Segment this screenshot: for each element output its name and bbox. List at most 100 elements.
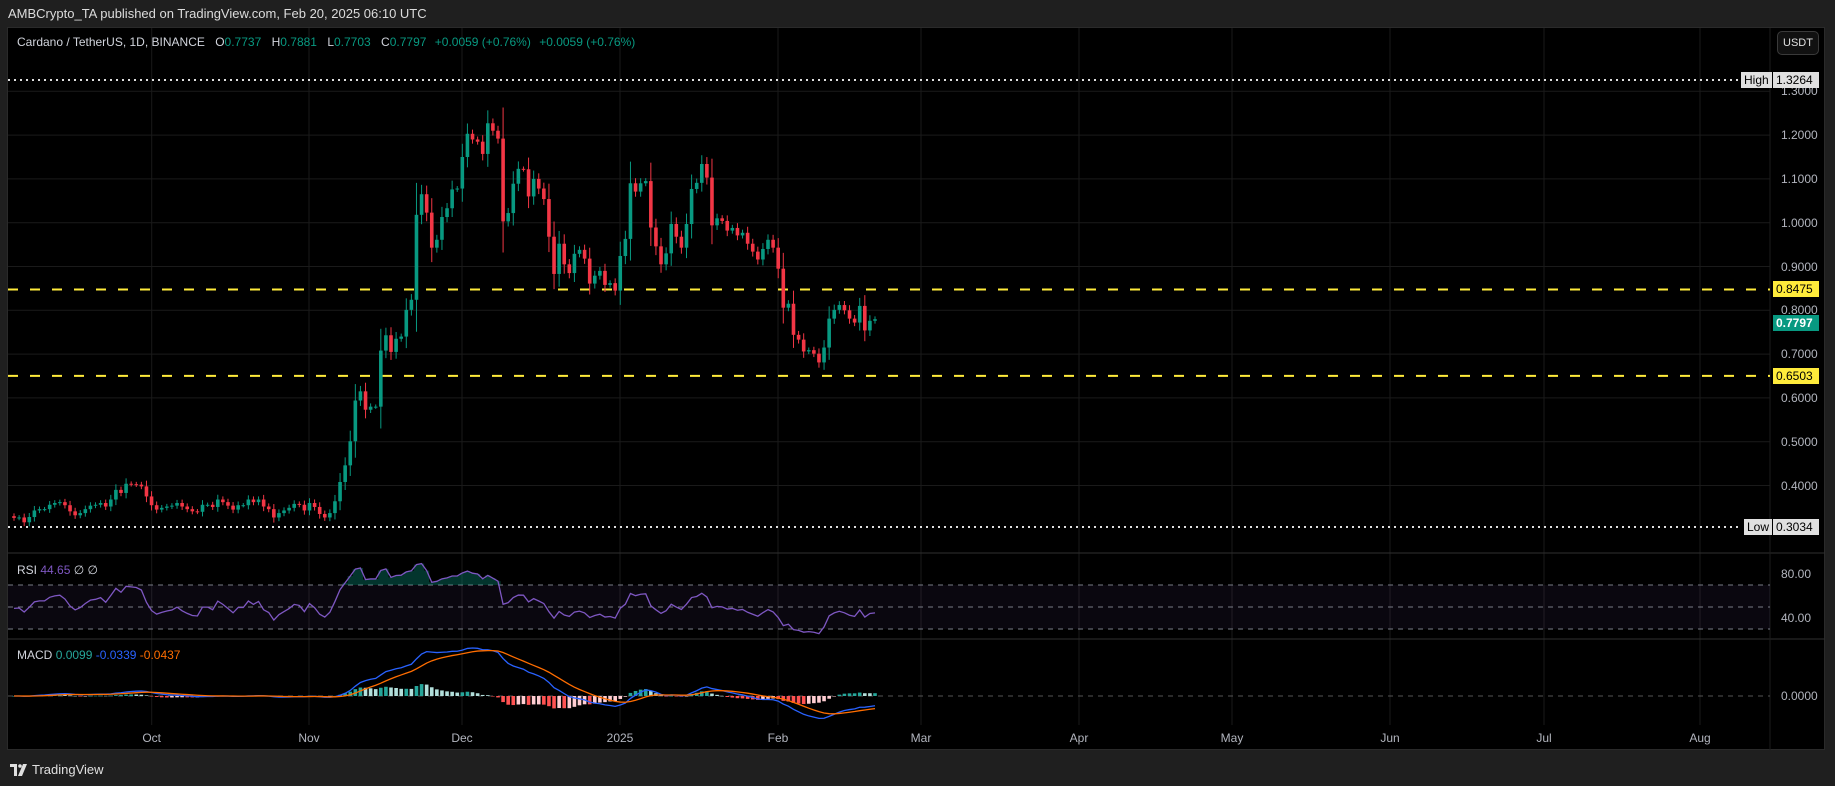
tradingview-logo[interactable]: TradingView <box>10 762 104 777</box>
support-price-label: 0.6503 <box>1773 367 1819 384</box>
candle <box>343 465 347 482</box>
macd-histogram-bar <box>552 696 556 709</box>
candle <box>226 502 230 506</box>
macd-histogram-bar <box>633 690 638 696</box>
candle <box>98 503 103 505</box>
candle <box>679 236 684 248</box>
candle <box>297 503 302 505</box>
candle <box>165 506 169 508</box>
macd-histogram-bar <box>649 690 653 696</box>
macd-histogram-bar <box>786 696 791 702</box>
price-axis-tick: 0.6000 <box>1781 390 1818 405</box>
macd-histogram-bar <box>363 687 368 696</box>
macd-histogram-bar <box>756 696 760 700</box>
candle <box>801 339 806 352</box>
macd-histogram-bar <box>873 693 877 696</box>
candle <box>628 183 633 239</box>
candle <box>470 133 475 140</box>
candle <box>608 283 612 285</box>
macd-histogram-bar <box>373 689 378 696</box>
time-axis-label: Dec <box>451 731 473 745</box>
macd-histogram-bar <box>766 696 770 699</box>
rsi-value: 44.65 <box>40 563 71 577</box>
macd-histogram-bar <box>470 692 475 696</box>
macd-histogram-bar <box>394 687 398 696</box>
candle <box>720 218 724 221</box>
macd-histogram-bar <box>480 694 485 696</box>
candle <box>236 505 240 510</box>
candle <box>399 336 403 339</box>
currency-button[interactable]: USDT <box>1777 31 1819 55</box>
candle <box>547 199 551 237</box>
rsi-overbought-fill <box>342 563 501 585</box>
price-axis-tick: 1.2000 <box>1781 128 1818 143</box>
candle <box>353 400 358 442</box>
candle <box>63 502 67 506</box>
macd-histogram-bar <box>791 696 796 703</box>
macd-label[interactable]: MACD <box>17 648 53 662</box>
candle <box>221 499 225 503</box>
macd-histogram-bar <box>379 687 383 696</box>
macd-histogram-bar <box>868 693 872 696</box>
candle <box>623 238 628 256</box>
rsi-label[interactable]: RSI <box>17 563 38 577</box>
candle <box>277 513 281 518</box>
candle <box>643 181 648 184</box>
symbol-title[interactable]: Cardano / TetherUS, 1D, BINANCE <box>17 35 205 49</box>
candle <box>638 183 643 192</box>
open-value: 0.7737 <box>224 35 262 49</box>
change-value: +0.0059 (+0.76%) <box>434 35 531 49</box>
candle <box>27 517 32 523</box>
price-axis-tick: 1.1000 <box>1781 171 1818 186</box>
macd-histogram-bar <box>587 696 592 705</box>
candle <box>557 243 561 274</box>
low-badge-value: 0.3034 <box>1773 519 1819 535</box>
candle <box>424 194 429 213</box>
candle <box>740 232 745 236</box>
candle <box>379 350 383 407</box>
macd-signal-value: -0.0437 <box>139 648 181 662</box>
candle <box>47 504 52 510</box>
macd-histogram-bar <box>154 696 159 697</box>
time-axis-label: Oct <box>142 731 162 745</box>
rsi-axis-80: 80.00 <box>1781 567 1812 581</box>
candle <box>526 169 531 197</box>
tradingview-logo-icon <box>10 763 27 776</box>
time-axis-label: Apr <box>1069 731 1089 745</box>
candle <box>730 227 735 231</box>
macd-histogram-bar <box>781 696 786 701</box>
macd-histogram-bar <box>414 686 419 696</box>
candle <box>114 489 118 500</box>
candle <box>674 224 679 237</box>
low-value: 0.7703 <box>334 35 371 49</box>
macd-histogram-bar <box>175 696 179 698</box>
candle <box>17 517 21 519</box>
macd-histogram-bar <box>761 696 765 700</box>
time-axis-label: 2025 <box>606 731 634 745</box>
candle <box>195 511 200 513</box>
macd-histogram-bar <box>720 695 724 697</box>
candle <box>272 509 276 518</box>
macd-histogram-bar <box>659 695 663 697</box>
price-axis-tick: 1.0000 <box>1781 215 1818 230</box>
candle <box>302 504 307 511</box>
macd-histogram-bar <box>852 693 857 696</box>
candle <box>766 239 770 249</box>
price-axis-tick: 0.4000 <box>1781 478 1818 493</box>
macd-histogram-bar <box>63 695 67 696</box>
candle <box>756 251 760 260</box>
candle <box>567 264 572 274</box>
rsi-extra-1: ∅ <box>73 563 85 577</box>
macd-histogram-bar <box>134 694 139 696</box>
candle <box>842 305 847 311</box>
macd-histogram-bar <box>68 695 72 696</box>
candle <box>812 350 816 354</box>
macd-histogram-bar <box>806 696 811 704</box>
candle <box>582 249 587 259</box>
candle <box>791 303 796 335</box>
macd-histogram-bar <box>664 696 668 697</box>
macd-histogram-bar <box>674 696 679 697</box>
candle <box>58 502 62 504</box>
candle <box>516 168 521 184</box>
